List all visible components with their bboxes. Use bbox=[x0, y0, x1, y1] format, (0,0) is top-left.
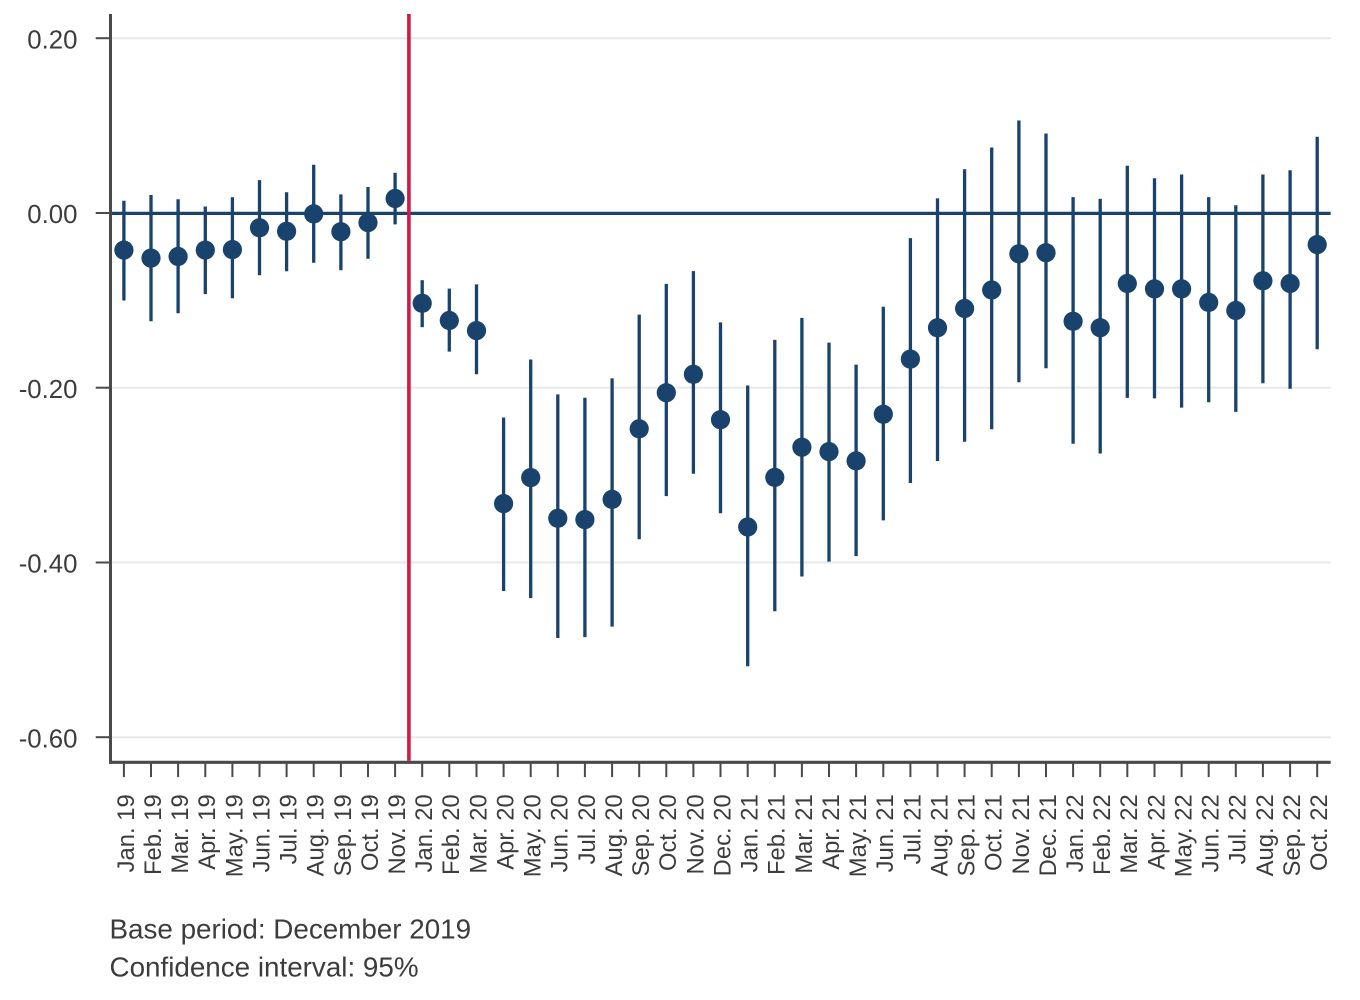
svg-text:Aug. 21: Aug. 21 bbox=[926, 794, 953, 876]
svg-text:-0.40: -0.40 bbox=[19, 551, 78, 579]
svg-text:Apr. 19: Apr. 19 bbox=[194, 794, 221, 869]
svg-text:Feb. 20: Feb. 20 bbox=[438, 794, 465, 875]
svg-text:Base period: December 2019: Base period: December 2019 bbox=[110, 914, 472, 945]
svg-text:Jan. 21: Jan. 21 bbox=[737, 794, 764, 872]
svg-text:Jul. 21: Jul. 21 bbox=[899, 794, 926, 864]
svg-text:Dec. 21: Dec. 21 bbox=[1035, 794, 1062, 876]
svg-text:Dec. 20: Dec. 20 bbox=[709, 794, 736, 876]
svg-text:May. 20: May. 20 bbox=[520, 794, 547, 877]
svg-text:0.00: 0.00 bbox=[27, 201, 77, 229]
svg-text:Oct. 22: Oct. 22 bbox=[1306, 794, 1333, 871]
svg-text:Apr. 20: Apr. 20 bbox=[493, 794, 520, 869]
svg-text:Jun. 19: Jun. 19 bbox=[248, 794, 275, 872]
svg-text:Sep. 19: Sep. 19 bbox=[330, 794, 357, 876]
svg-text:May. 22: May. 22 bbox=[1171, 794, 1198, 877]
svg-text:May. 19: May. 19 bbox=[221, 794, 248, 877]
svg-text:Confidence interval: 95%: Confidence interval: 95% bbox=[110, 952, 419, 983]
svg-text:-0.60: -0.60 bbox=[19, 725, 78, 753]
svg-text:Oct. 21: Oct. 21 bbox=[981, 794, 1008, 871]
svg-text:Sep. 20: Sep. 20 bbox=[628, 794, 655, 876]
svg-text:Apr. 22: Apr. 22 bbox=[1143, 794, 1170, 869]
svg-text:Jul. 22: Jul. 22 bbox=[1225, 794, 1252, 864]
svg-text:Apr. 21: Apr. 21 bbox=[818, 794, 845, 869]
svg-text:Aug. 19: Aug. 19 bbox=[303, 794, 330, 876]
svg-text:Jan. 22: Jan. 22 bbox=[1062, 794, 1089, 872]
svg-text:Sep. 21: Sep. 21 bbox=[954, 794, 981, 876]
svg-text:Mar. 21: Mar. 21 bbox=[791, 794, 818, 873]
svg-text:Nov. 21: Nov. 21 bbox=[1008, 794, 1035, 874]
svg-text:Mar. 22: Mar. 22 bbox=[1116, 794, 1143, 873]
svg-text:Jun. 21: Jun. 21 bbox=[872, 794, 899, 872]
svg-text:Oct. 19: Oct. 19 bbox=[357, 794, 384, 871]
svg-text:Feb. 19: Feb. 19 bbox=[140, 794, 167, 875]
svg-text:Jul. 19: Jul. 19 bbox=[276, 794, 303, 864]
svg-text:Jul. 20: Jul. 20 bbox=[574, 794, 601, 864]
svg-text:Mar. 20: Mar. 20 bbox=[465, 794, 492, 873]
svg-text:Jun. 20: Jun. 20 bbox=[547, 794, 574, 872]
svg-text:Nov. 19: Nov. 19 bbox=[384, 794, 411, 874]
svg-text:Jan. 19: Jan. 19 bbox=[113, 794, 140, 872]
svg-text:Jun. 22: Jun. 22 bbox=[1198, 794, 1225, 872]
svg-text:Feb. 22: Feb. 22 bbox=[1089, 794, 1116, 875]
svg-text:Mar. 19: Mar. 19 bbox=[167, 794, 194, 873]
svg-text:0.20: 0.20 bbox=[27, 26, 77, 54]
svg-text:May. 21: May. 21 bbox=[845, 794, 872, 877]
svg-text:Nov. 20: Nov. 20 bbox=[682, 794, 709, 874]
svg-text:Jan. 20: Jan. 20 bbox=[411, 794, 438, 872]
svg-text:Sep. 22: Sep. 22 bbox=[1279, 794, 1306, 876]
svg-text:Oct. 20: Oct. 20 bbox=[655, 794, 682, 871]
svg-text:Feb. 21: Feb. 21 bbox=[764, 794, 791, 875]
svg-text:Aug. 22: Aug. 22 bbox=[1252, 794, 1279, 876]
svg-text:-0.20: -0.20 bbox=[19, 376, 78, 404]
svg-text:Aug. 20: Aug. 20 bbox=[601, 794, 628, 876]
